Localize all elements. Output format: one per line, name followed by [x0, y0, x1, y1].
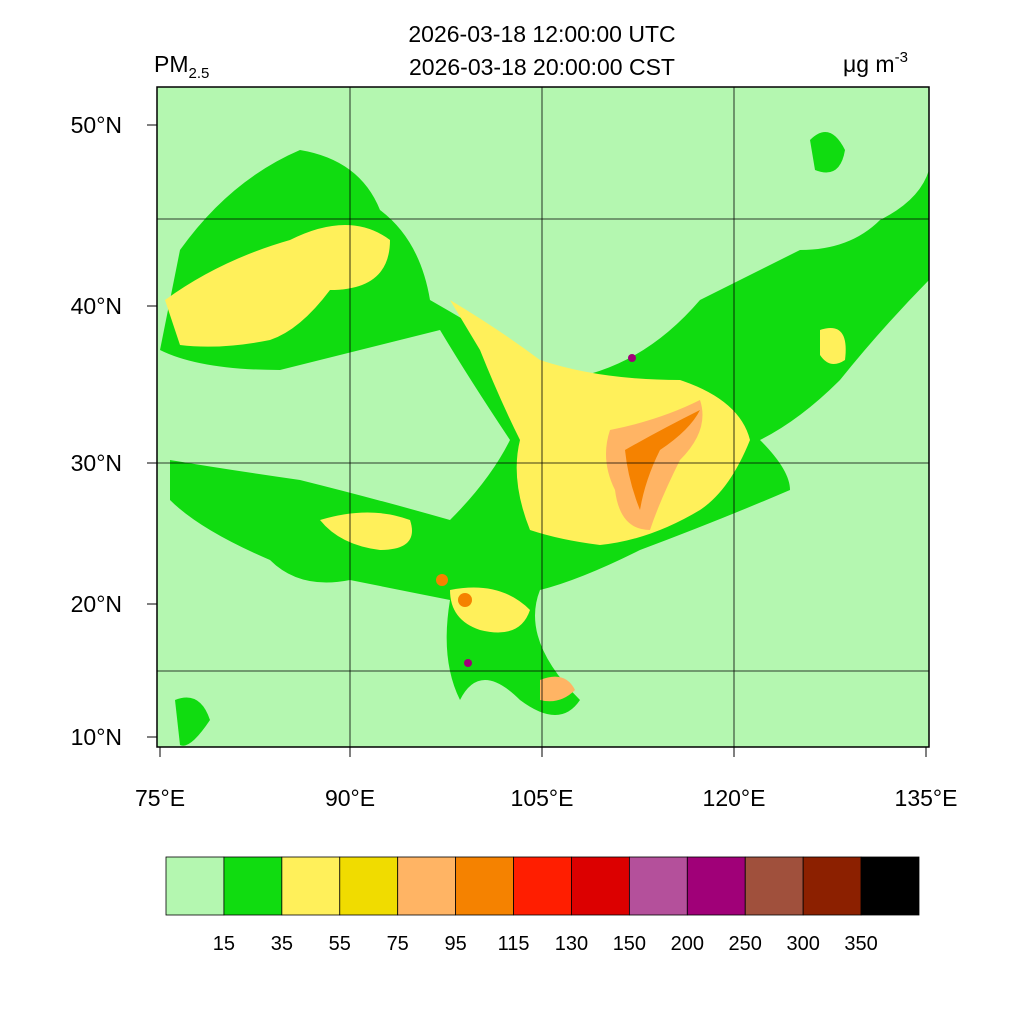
lon-label: 135°E: [895, 785, 958, 811]
colorbar-label: 200: [671, 933, 704, 955]
colorbar-label: 115: [498, 933, 530, 955]
lat-label: 30°N: [71, 450, 122, 476]
colorbar-label: 95: [444, 933, 466, 955]
colorbar-label: 35: [271, 933, 293, 955]
lon-label: 105°E: [511, 785, 574, 811]
lon-label: 120°E: [703, 785, 766, 811]
colorbar-label: 350: [844, 933, 877, 955]
graticule: [157, 87, 929, 747]
colorbar-label: 130: [555, 933, 588, 955]
colorbar-label: 15: [213, 933, 235, 955]
lat-label: 40°N: [71, 293, 122, 319]
colorbar-box: [744, 856, 804, 916]
colorbar-box: [571, 856, 630, 916]
colorbar-box: [223, 856, 283, 916]
colorbar-label: 75: [387, 933, 409, 955]
colorbar-label: 150: [613, 933, 646, 955]
colorbar-box: [165, 856, 225, 916]
lon-label: 90°E: [325, 785, 375, 811]
title-line: 2026-03-18 20:00:00 CST: [409, 54, 675, 80]
lat-label: 50°N: [71, 112, 122, 138]
colorbar-box: [397, 856, 457, 916]
colorbar-label: 55: [329, 933, 351, 955]
lat-label: 20°N: [71, 591, 122, 617]
lon-label: 75°E: [135, 785, 185, 811]
lat-label: 10°N: [71, 724, 122, 750]
colorbar: 15 35 55 75 95 115 130 150 200 250 300 350: [165, 856, 920, 955]
colorbar-box: [513, 856, 572, 916]
colorbar-box: [339, 856, 399, 916]
colorbar-label: 250: [729, 933, 762, 955]
colorbar-box: [455, 856, 514, 916]
colorbar-box: [281, 856, 341, 916]
colorbar-label: 300: [786, 933, 819, 955]
colorbar-box: [686, 856, 746, 916]
colorbar-box: [802, 856, 862, 916]
colorbar-box: [628, 856, 688, 916]
lon-labels: 75°E 90°E 105°E 120°E 135°E: [135, 747, 958, 811]
variable-label: PM2.5: [154, 51, 209, 82]
title-line: 2026-03-18 12:00:00 UTC: [408, 21, 675, 47]
map: [156, 86, 930, 748]
units-label: μg m-3: [843, 49, 908, 77]
colorbar-box: [860, 856, 920, 916]
lat-labels: 50°N 40°N 30°N 20°N 10°N: [71, 112, 157, 750]
